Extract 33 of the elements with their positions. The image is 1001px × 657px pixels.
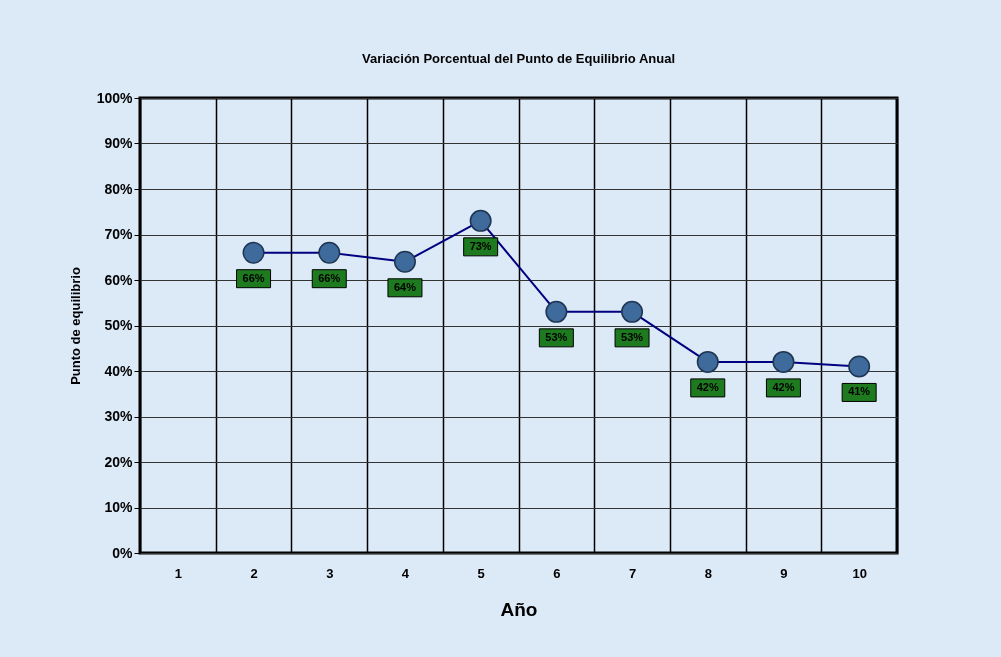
y-tick-label: 20%: [104, 453, 134, 470]
x-tick-label: 10: [852, 565, 867, 581]
data-label: 73%: [469, 239, 492, 252]
x-tick-label: 7: [628, 565, 637, 581]
chart-title: Variación Porcentual del Punto de Equilibrio Anual: [361, 51, 676, 66]
data-label: 66%: [318, 271, 341, 284]
y-tick-label: 40%: [104, 362, 134, 379]
x-tick-label: 4: [401, 565, 410, 581]
x-tick-label: 1: [174, 565, 182, 581]
y-tick-label: 10%: [104, 499, 134, 515]
data-label: 53%: [621, 330, 644, 343]
data-label: 41%: [848, 385, 871, 398]
y-tick-label: 0%: [112, 544, 134, 561]
y-tick-label: 90%: [104, 135, 134, 151]
x-tick-label: 5: [477, 565, 485, 581]
x-tick-label: 3: [326, 565, 334, 581]
x-tick-label: 6: [553, 565, 561, 581]
y-tick-label: 50%: [104, 317, 134, 333]
x-tick-label: 9: [780, 565, 788, 581]
y-tick-label: 100%: [96, 89, 134, 106]
x-axis-title: Año: [500, 598, 538, 620]
data-label: 42%: [696, 380, 719, 393]
y-tick-label: 30%: [104, 408, 134, 424]
data-label: 42%: [772, 380, 795, 393]
x-tick-label: 2: [250, 565, 258, 581]
data-label: 53%: [545, 330, 568, 343]
y-tick-label: 80%: [104, 180, 134, 197]
y-tick-label: 70%: [104, 226, 134, 242]
y-axis-title: Punto de equilibrio: [67, 267, 83, 385]
data-label: 64%: [393, 280, 417, 293]
x-tick-label: 8: [704, 565, 712, 581]
y-tick-label: 60%: [104, 271, 134, 288]
data-label: 66%: [242, 271, 265, 284]
